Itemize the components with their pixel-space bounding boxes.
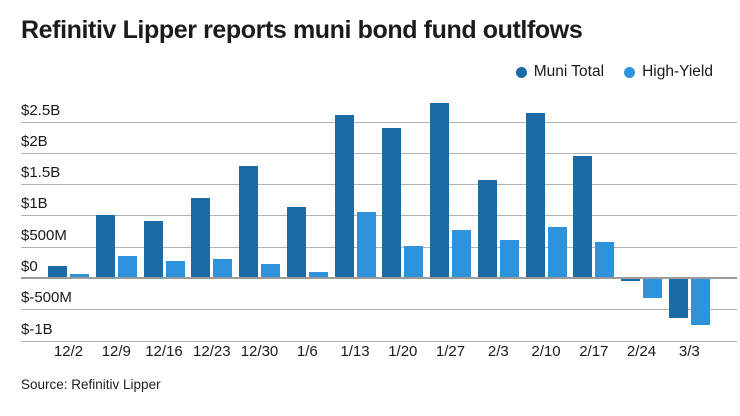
x-axis-label: 1/6 <box>296 343 318 360</box>
bar-muni-total-12-9 <box>95 215 115 278</box>
bar-high-yield-12-9 <box>117 255 137 278</box>
gridline <box>21 121 737 123</box>
bar-high-yield-2-10 <box>547 226 567 278</box>
gridline <box>21 309 737 311</box>
gridline <box>21 184 737 186</box>
bar-high-yield-1-13 <box>356 211 376 278</box>
x-axis-label: 3/3 <box>678 343 700 360</box>
y-axis-label: $-500M <box>21 289 72 307</box>
bar-high-yield-3-3 <box>690 278 710 326</box>
legend: Muni Total High-Yield <box>515 63 713 81</box>
bar-high-yield-12-2 <box>70 273 89 278</box>
x-axis-label: 12/23 <box>193 343 231 360</box>
bar-muni-total-12-16 <box>143 221 163 278</box>
bar-muni-total-1-13 <box>334 115 354 278</box>
bar-muni-total-12-23 <box>191 197 211 278</box>
x-axis-label: 12/16 <box>145 343 183 360</box>
bar-high-yield-1-20 <box>404 246 424 278</box>
legend-item-muni-total: Muni Total <box>515 63 605 81</box>
bar-high-yield-12-16 <box>165 261 185 278</box>
bar-muni-total-3-3 <box>668 278 688 319</box>
source-note: Source: Refinitiv Lipper <box>21 377 161 392</box>
legend-dot-high-yield-icon <box>624 66 636 78</box>
legend-label-high-yield: High-Yield <box>642 63 713 80</box>
bar-high-yield-2-3 <box>499 239 519 278</box>
gridline <box>21 246 737 248</box>
y-axis-label: $1.5B <box>21 164 61 182</box>
x-axis-label: 2/17 <box>579 343 609 360</box>
bar-muni-total-2-10 <box>525 113 545 278</box>
bar-muni-total-1-20 <box>382 128 402 278</box>
y-axis-label: $500M <box>21 226 67 244</box>
gridline <box>21 215 737 217</box>
legend-item-high-yield: High-Yield <box>624 63 713 81</box>
y-axis-label: $-1B <box>21 320 53 338</box>
zero-gridline <box>21 277 737 279</box>
bar-muni-total-12-2 <box>48 266 67 278</box>
bar-muni-total-2-17 <box>573 155 593 278</box>
bar-muni-total-12-30 <box>239 165 258 278</box>
x-axis-label: 12/30 <box>240 343 279 360</box>
x-axis-label: 12/9 <box>101 343 131 360</box>
bar-high-yield-12-23 <box>213 258 233 278</box>
x-axis-label: 2/10 <box>531 343 561 360</box>
bar-muni-total-1-6 <box>286 206 306 278</box>
legend-label-muni-total: Muni Total <box>533 63 605 80</box>
bar-high-yield-1-6 <box>308 272 328 278</box>
page-title: Refinitiv Lipper reports muni bond fund … <box>21 16 583 44</box>
bar-muni-total-2-24 <box>621 278 640 281</box>
bar-high-yield-1-27 <box>452 229 471 278</box>
bar-high-yield-2-17 <box>595 241 615 278</box>
x-axis-label: 12/2 <box>53 343 84 360</box>
x-axis-label: 1/13 <box>340 343 370 360</box>
y-axis-label: $0 <box>21 258 38 275</box>
y-axis-label: $1B <box>21 195 48 213</box>
y-axis-label: $2B <box>21 132 48 150</box>
x-axis-label: 2/24 <box>626 343 657 360</box>
bar-muni-total-1-27 <box>430 103 449 278</box>
x-axis-label: 2/3 <box>487 343 509 360</box>
gridline <box>21 152 737 154</box>
gridline <box>21 340 737 342</box>
bar-high-yield-2-24 <box>643 278 662 298</box>
bar-muni-total-2-3 <box>477 179 497 278</box>
x-axis-label: 1/27 <box>435 343 466 360</box>
legend-dot-muni-total-icon <box>515 66 527 78</box>
x-axis-label: 1/20 <box>388 343 418 360</box>
y-axis-label: $2.5B <box>21 101 61 119</box>
bar-high-yield-12-30 <box>261 264 280 278</box>
